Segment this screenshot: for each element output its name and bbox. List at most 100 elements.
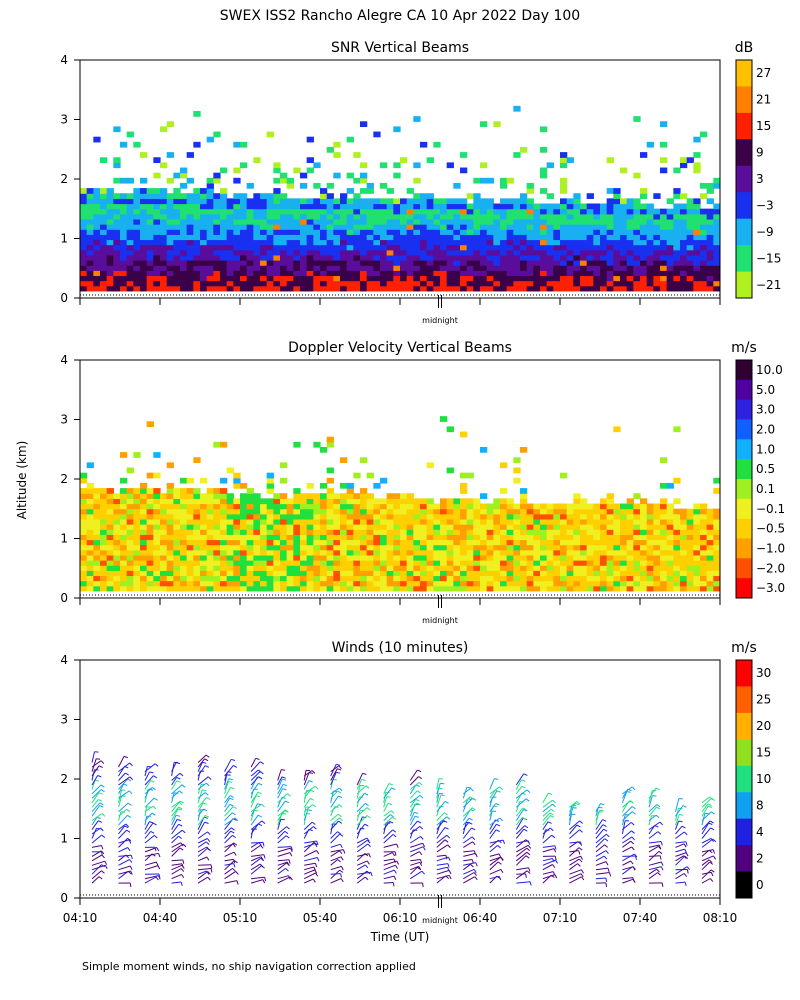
velocity-cell: [453, 580, 461, 587]
wind-barb-flag: [661, 882, 664, 887]
velocity-cell: [693, 529, 701, 535]
velocity-cell: [500, 524, 508, 530]
velocity-cell: [333, 539, 341, 546]
velocity-cell: [300, 554, 308, 561]
wind-barb-flag: [98, 765, 103, 768]
velocity-cell: [233, 549, 241, 556]
wind-barb-flag: [129, 865, 133, 870]
snr-cell: [413, 213, 421, 220]
velocity-cell: [453, 513, 461, 520]
velocity-cell: [166, 482, 174, 489]
snr-cell: [586, 203, 594, 210]
wind-barb: [595, 867, 608, 871]
velocity-cell: [113, 549, 121, 556]
wind-barb: [118, 756, 125, 768]
wind-barb-flag: [181, 863, 184, 868]
velocity-cell: [500, 503, 508, 510]
snr-cell: [106, 229, 114, 235]
wind-barb-flag: [233, 859, 236, 864]
velocity-cell: [633, 544, 641, 551]
snr-cell: [680, 157, 688, 163]
snr-cell: [160, 203, 168, 210]
wind-barb: [303, 798, 311, 808]
wind-barb-flag: [285, 835, 290, 839]
snr-cell: [233, 177, 241, 184]
velocity-cell: [100, 493, 108, 499]
wind-barb: [330, 768, 338, 781]
snr-cell: [420, 213, 428, 220]
snr-cell: [546, 254, 554, 261]
snr-cell: [300, 203, 308, 210]
wind-barb: [303, 770, 313, 777]
snr-cell: [413, 280, 421, 287]
wind-barb: [436, 816, 448, 826]
velocity-cell: [680, 524, 688, 530]
snr-cell: [540, 146, 548, 153]
snr-cell: [673, 265, 681, 271]
snr-cell: [553, 249, 561, 256]
velocity-cell: [606, 580, 614, 587]
snr-cell: [426, 218, 434, 225]
velocity-cell: [326, 534, 334, 541]
velocity-cell: [140, 580, 148, 587]
velocity-cell: [466, 524, 474, 530]
wind-barb-flag: [232, 834, 236, 839]
velocity-cell: [166, 493, 174, 499]
snr-cell: [393, 126, 401, 133]
snr-cell: [200, 193, 208, 199]
snr-cell: [306, 136, 314, 143]
velocity-cell: [213, 488, 221, 494]
snr-cell: [640, 188, 648, 194]
velocity-cell: [380, 549, 388, 556]
snr-cell: [486, 265, 494, 271]
velocity-cell: [353, 554, 361, 561]
velocity-cell: [80, 472, 88, 479]
snr-cell: [213, 285, 221, 292]
velocity-cell: [266, 560, 274, 566]
snr-cell: [600, 280, 608, 287]
velocity-cell: [506, 575, 514, 582]
snr-cell: [80, 234, 88, 241]
velocity-cell: [366, 539, 374, 546]
wind-barb: [622, 853, 635, 862]
velocity-cell: [546, 565, 554, 571]
velocity-cell: [313, 524, 321, 530]
velocity-cell: [660, 503, 668, 510]
velocity-cell: [240, 482, 248, 489]
snr-cell: [560, 239, 568, 246]
velocity-cell: [586, 524, 594, 530]
wind-barb: [277, 810, 286, 821]
snr-cell: [320, 280, 328, 287]
velocity-cell: [280, 544, 288, 551]
velocity-cell: [293, 580, 301, 587]
snr-cell: [426, 203, 434, 210]
wind-barb: [410, 865, 419, 871]
snr-cell: [393, 275, 401, 282]
velocity-cell: [586, 518, 594, 525]
snr-cell: [113, 157, 121, 163]
velocity-cell: [126, 575, 134, 582]
velocity-cell: [146, 549, 154, 556]
velocity-cell: [653, 534, 661, 541]
wind-barb-flag: [473, 850, 476, 855]
wind-barb-flag: [446, 834, 451, 839]
snr-cell: [266, 203, 274, 210]
wind-barb-flag: [470, 809, 475, 812]
velocity-cell: [260, 580, 268, 587]
snr-cell: [140, 265, 148, 271]
wind-barb-flag: [206, 856, 210, 861]
snr-cell: [460, 260, 468, 266]
snr-cell: [406, 239, 414, 246]
velocity-cell: [686, 549, 694, 556]
snr-cell: [326, 270, 334, 277]
snr-cell: [673, 224, 681, 230]
velocity-cell: [353, 544, 361, 551]
panel-2-title: Doppler Velocity Vertical Beams: [288, 340, 512, 356]
snr-cell: [633, 239, 641, 246]
velocity-cell: [660, 549, 668, 556]
snr-cell: [646, 203, 654, 210]
velocity-cell: [320, 575, 328, 582]
velocity-cell: [153, 508, 161, 515]
wind-barb-flag: [446, 816, 451, 820]
wind-barb: [648, 821, 661, 831]
